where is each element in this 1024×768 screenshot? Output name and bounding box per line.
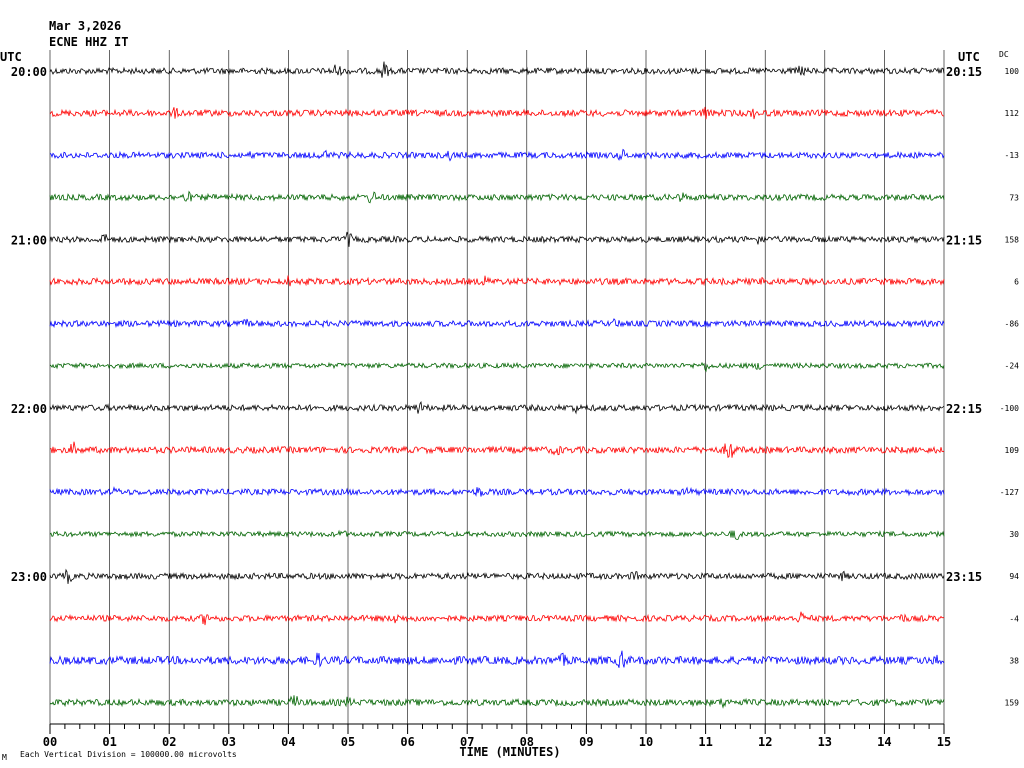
row-dc-offset: 94 — [1009, 572, 1019, 581]
row-dc-offset: 158 — [1005, 235, 1020, 244]
row-start-time: 23:00 — [11, 570, 47, 584]
x-tick-label: 11 — [698, 735, 712, 749]
x-tick-label: 08 — [520, 735, 534, 749]
row-start-time: 21:00 — [11, 233, 47, 247]
trace-line — [49, 650, 945, 668]
corner-mark: M — [2, 753, 7, 762]
x-tick-label: 05 — [341, 735, 355, 749]
row-dc-offset: 100 — [1005, 67, 1020, 76]
grid — [49, 50, 945, 725]
trace-line — [49, 275, 945, 287]
row-dc-offset: -100 — [1000, 404, 1019, 413]
row-dc-offset: 73 — [1009, 193, 1019, 202]
x-axis: TIME (MINUTES) 00 01 02 03 04 05 06 07 08 09 10 11 1… — [43, 724, 951, 759]
row-end-time: 20:15 — [946, 65, 982, 79]
row-end-time: 23:15 — [946, 570, 982, 584]
x-tick-label: 09 — [579, 735, 593, 749]
station-label: ECNE HHZ IT — [49, 35, 128, 49]
header: Mar 3,2026 ECNE HHZ IT UTC UTC DC — [0, 19, 1009, 64]
trace-line — [49, 106, 945, 120]
utc-right-label: UTC — [958, 50, 980, 64]
x-tick-label: 02 — [162, 735, 176, 749]
row-dc-offset: 159 — [1005, 699, 1020, 708]
x-tick-label: 15 — [937, 735, 951, 749]
trace-line — [49, 148, 945, 162]
x-tick-label: 04 — [281, 735, 295, 749]
trace-line — [49, 441, 945, 459]
row-dc-offset: 109 — [1005, 446, 1020, 455]
x-tick-label: 14 — [877, 735, 891, 749]
x-tick-label: 07 — [460, 735, 474, 749]
trace-line — [49, 611, 945, 626]
row-dc-offset: 38 — [1009, 656, 1019, 665]
row-dc-offset: -86 — [1005, 320, 1020, 329]
x-tick-label: 06 — [400, 735, 414, 749]
row-end-time: 22:15 — [946, 402, 982, 416]
trace-line — [49, 231, 945, 247]
trace-line — [49, 318, 945, 329]
trace-line — [49, 190, 945, 204]
x-tick-label: 13 — [818, 735, 832, 749]
x-tick-label: 01 — [102, 735, 116, 749]
utc-left-label: UTC — [0, 50, 22, 64]
trace-line — [49, 529, 945, 540]
row-dc-offset: -127 — [1000, 488, 1019, 497]
x-tick-label: 12 — [758, 735, 772, 749]
trace-line — [49, 486, 945, 497]
x-tick-label: 03 — [222, 735, 236, 749]
scale-note: Each Vertical Division = 100000.00 micro… — [20, 750, 237, 759]
row-dc-offset: 6 — [1014, 278, 1019, 287]
row-dc-offset: -4 — [1009, 614, 1019, 623]
footer: M Each Vertical Division = 100000.00 mic… — [2, 750, 237, 762]
traces — [49, 61, 945, 709]
trace-line — [49, 61, 945, 78]
trace-line — [49, 695, 945, 709]
row-start-time: 22:00 — [11, 402, 47, 416]
row-end-time: 21:15 — [946, 233, 982, 247]
dc-header-label: DC — [999, 50, 1009, 59]
x-axis-title: TIME (MINUTES) — [459, 745, 560, 759]
date-label: Mar 3,2026 — [49, 19, 121, 33]
row-dc-offset: -13 — [1005, 151, 1020, 160]
row-start-time: 20:00 — [11, 65, 47, 79]
x-tick-label: 00 — [43, 735, 57, 749]
row-dc-offset: 30 — [1009, 530, 1019, 539]
row-labels: 20:00 20:15 100 112 -13 73 21:00 21:15 158 6 -86 -2… — [11, 65, 1019, 708]
trace-line — [49, 361, 945, 373]
trace-line — [49, 568, 945, 584]
row-dc-offset: -24 — [1005, 362, 1020, 371]
x-tick-label: 10 — [639, 735, 653, 749]
trace-line — [49, 400, 945, 415]
row-dc-offset: 112 — [1005, 109, 1020, 118]
